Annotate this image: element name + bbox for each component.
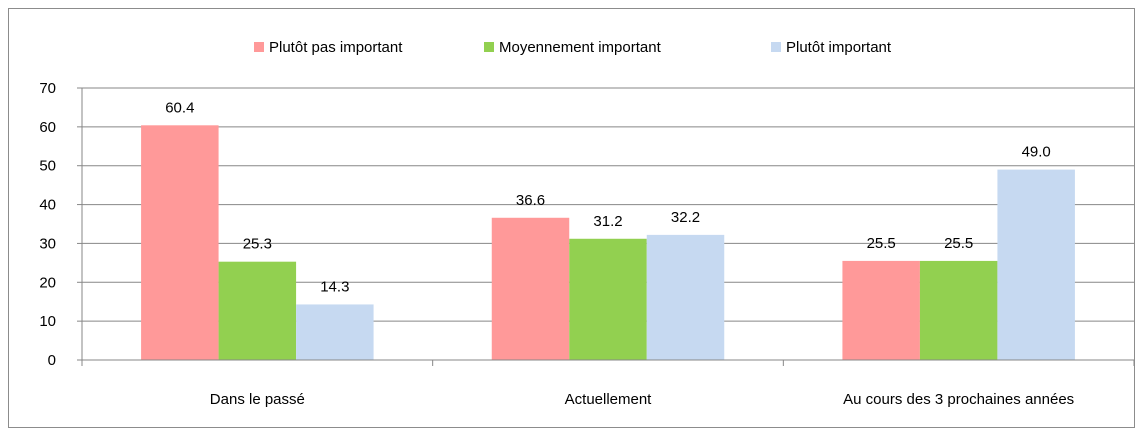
bar [919, 260, 998, 360]
data-label: 49.0 [1022, 144, 1051, 161]
data-label: 25.5 [944, 235, 973, 252]
legend-swatch [484, 42, 494, 52]
bar [296, 304, 374, 360]
bar [569, 238, 647, 360]
x-tick-label: Dans le passé [210, 391, 305, 408]
data-label: 14.3 [320, 278, 349, 295]
data-label: 36.6 [516, 192, 545, 209]
data-label: 25.5 [867, 235, 896, 252]
y-tick-label: 70 [39, 80, 56, 97]
y-tick-label: 30 [39, 235, 56, 252]
data-label: 60.4 [165, 99, 194, 116]
bar [491, 217, 570, 360]
x-tick-label: Actuellement [565, 391, 653, 408]
legend-swatch [771, 42, 781, 52]
y-tick-label: 60 [39, 119, 56, 136]
legend-swatch [254, 42, 264, 52]
y-axis: 0 10 20 30 40 50 60 70 [39, 80, 83, 369]
y-tick-label: 10 [39, 313, 56, 330]
y-tick-label: 0 [48, 352, 56, 369]
data-label: 31.2 [593, 213, 622, 230]
y-tick-label: 50 [39, 158, 56, 175]
legend-label: Moyennement important [499, 39, 662, 56]
bar [141, 125, 219, 360]
bar [842, 260, 920, 360]
y-tick-label: 20 [39, 274, 56, 291]
legend-label: Plutôt pas important [269, 39, 403, 56]
y-tick-label: 40 [39, 197, 56, 214]
bars: 60.4 36.6 25.5 25.3 31.2 25.5 14.3 32.2 49.0 [141, 99, 1075, 360]
data-label: 25.3 [243, 236, 272, 253]
x-tick-label: Au cours des 3 prochaines années [843, 391, 1074, 408]
bar [646, 234, 725, 360]
legend: Plutôt pas important Moyennement importan… [254, 39, 892, 56]
x-axis: Dans le passé Actuellement Au cours des 3 … [81, 359, 1135, 408]
legend-label: Plutôt important [786, 39, 892, 56]
bar [997, 169, 1075, 360]
bar [218, 261, 297, 360]
data-label: 32.2 [671, 209, 700, 226]
